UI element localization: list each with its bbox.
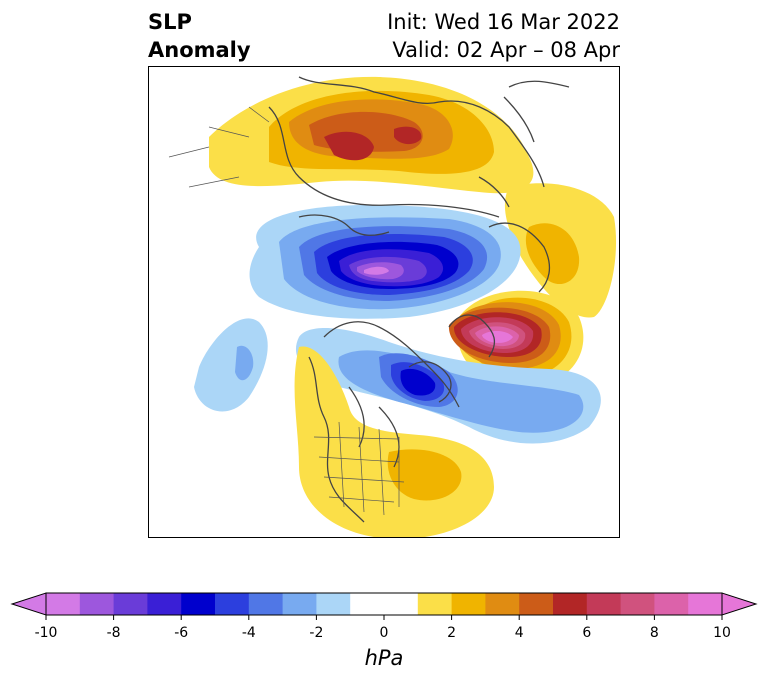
colorbar-bin bbox=[316, 593, 351, 615]
colorbar-tick-label: -6 bbox=[174, 625, 189, 641]
colorbar-bin bbox=[519, 593, 554, 615]
colorbar-bin bbox=[485, 593, 520, 615]
colorbar-bin bbox=[215, 593, 250, 615]
arctic-low-anomaly bbox=[249, 205, 521, 319]
colorbar-bin bbox=[147, 593, 182, 615]
colorbar-bin bbox=[181, 593, 216, 615]
colorbar-tick-label: 4 bbox=[514, 625, 524, 641]
valid-date: Valid: 02 Apr – 08 Apr bbox=[392, 38, 620, 62]
colorbar-bin bbox=[654, 593, 689, 615]
colorbar-bin bbox=[553, 593, 588, 615]
colorbar-bin bbox=[586, 593, 622, 615]
colorbar-bin bbox=[113, 593, 148, 615]
colorbar-tick-label: -10 bbox=[34, 625, 58, 641]
colorbar-extend-low bbox=[10, 592, 47, 616]
colorbar-tick-label: 8 bbox=[649, 625, 659, 641]
title-variable: SLP Anomaly bbox=[148, 8, 251, 64]
colorbar-tick-label: 0 bbox=[379, 625, 389, 641]
colorbar-bin bbox=[350, 593, 419, 615]
colorbar bbox=[0, 585, 768, 625]
colorbar-bin bbox=[688, 593, 723, 615]
colorbar-tick-label: 6 bbox=[582, 625, 592, 641]
coastlines bbox=[268, 76, 570, 523]
colorbar-extend-high bbox=[721, 592, 758, 616]
colorbar-tick-label: -4 bbox=[241, 625, 256, 641]
colorbar-tick-label: 2 bbox=[447, 625, 457, 641]
init-date: Init: Wed 16 Mar 2022 bbox=[387, 10, 620, 34]
west-atlantic-low bbox=[194, 318, 268, 412]
colorbar-tick-label: -2 bbox=[309, 625, 324, 641]
title-variable-line2: Anomaly bbox=[148, 38, 251, 62]
colorbar-bin bbox=[79, 593, 115, 615]
colorbar-tick-label: 10 bbox=[713, 625, 731, 641]
colorbar-tick-label: -8 bbox=[106, 625, 121, 641]
title-variable-line1: SLP bbox=[148, 10, 192, 34]
title-dates: Init: Wed 16 Mar 2022 Valid: 02 Apr – 08… bbox=[387, 8, 620, 64]
atlantic-europe-high bbox=[504, 183, 617, 318]
eastern-us-high bbox=[294, 346, 494, 537]
anomaly-map bbox=[148, 66, 620, 538]
colorbar-unit: hPa bbox=[364, 646, 404, 670]
colorbar-bin bbox=[282, 593, 317, 615]
colorbar-bin bbox=[248, 593, 284, 615]
colorbar-bin bbox=[620, 593, 655, 615]
colorbar-bin bbox=[417, 593, 453, 615]
colorbar-bin bbox=[451, 593, 486, 615]
canada-low-anomaly bbox=[295, 327, 601, 444]
colorbar-bin bbox=[46, 593, 81, 615]
state-borders bbox=[168, 106, 405, 516]
